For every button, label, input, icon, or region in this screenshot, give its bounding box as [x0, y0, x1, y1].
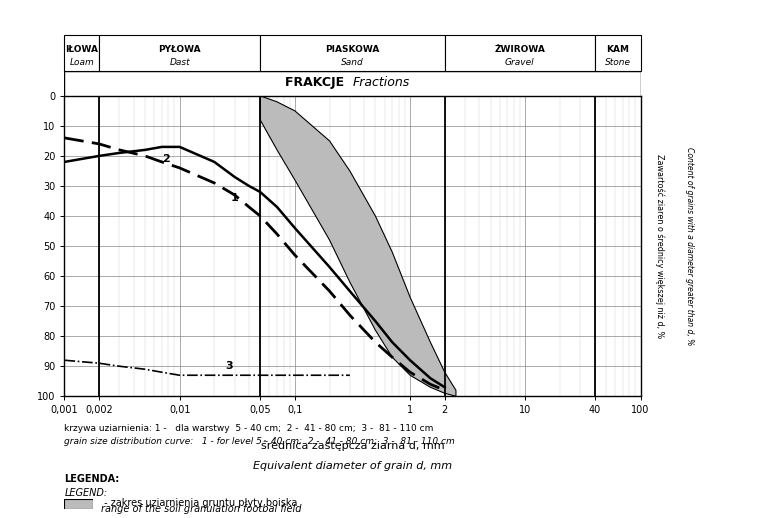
Text: 3: 3: [225, 361, 233, 371]
Bar: [445, 35, 595, 71]
Polygon shape: [260, 96, 456, 396]
Text: Equivalent diameter of grain d, mm: Equivalent diameter of grain d, mm: [253, 461, 452, 471]
Bar: [595, 35, 641, 71]
Text: LEGEND:: LEGEND:: [64, 488, 108, 498]
Text: Loam: Loam: [70, 59, 94, 67]
Text: Fractions: Fractions: [352, 76, 410, 90]
Text: Zawartość ziaren o średnicy większej niż d, %: Zawartość ziaren o średnicy większej niż…: [655, 154, 664, 338]
Text: PIASKOWA: PIASKOWA: [325, 46, 380, 54]
Text: IŁOWA: IŁOWA: [65, 46, 99, 54]
Text: FRAKCJE: FRAKCJE: [284, 76, 352, 90]
Text: grain size distribution curve:   1 - for level 5 - 40 cm;  2 -  41 - 80 cm;  3 -: grain size distribution curve: 1 - for l…: [64, 437, 456, 446]
Text: KAM: KAM: [606, 46, 629, 54]
Bar: [260, 35, 445, 71]
Text: LEGENDA:: LEGENDA:: [64, 474, 120, 484]
Text: Gravel: Gravel: [505, 59, 534, 67]
Text: 2: 2: [161, 154, 170, 164]
Bar: [64, 35, 99, 71]
Text: średnica zastępcza ziarna d, mm: średnica zastępcza ziarna d, mm: [261, 440, 444, 451]
Text: Dast: Dast: [169, 59, 190, 67]
Text: Sand: Sand: [341, 59, 364, 67]
Text: Stone: Stone: [605, 59, 631, 67]
Text: PYŁOWA: PYŁOWA: [158, 46, 201, 54]
Text: Content of grains with a diameter greater than d, %: Content of grains with a diameter greate…: [685, 147, 694, 345]
Bar: [99, 35, 260, 71]
Text: range of the soil granulation footbal field: range of the soil granulation footbal fi…: [101, 503, 302, 514]
Text: krzywa uziarnienia: 1 -   dla warstwy  5 - 40 cm;  2 -  41 - 80 cm;  3 -  81 - 1: krzywa uziarnienia: 1 - dla warstwy 5 - …: [64, 424, 434, 434]
Text: ŻWIROWA: ŻWIROWA: [494, 46, 545, 54]
Text: - zakres uziarnienia gruntu płyty boiska: - zakres uziarnienia gruntu płyty boiska: [101, 498, 297, 508]
Text: 1: 1: [231, 193, 239, 203]
